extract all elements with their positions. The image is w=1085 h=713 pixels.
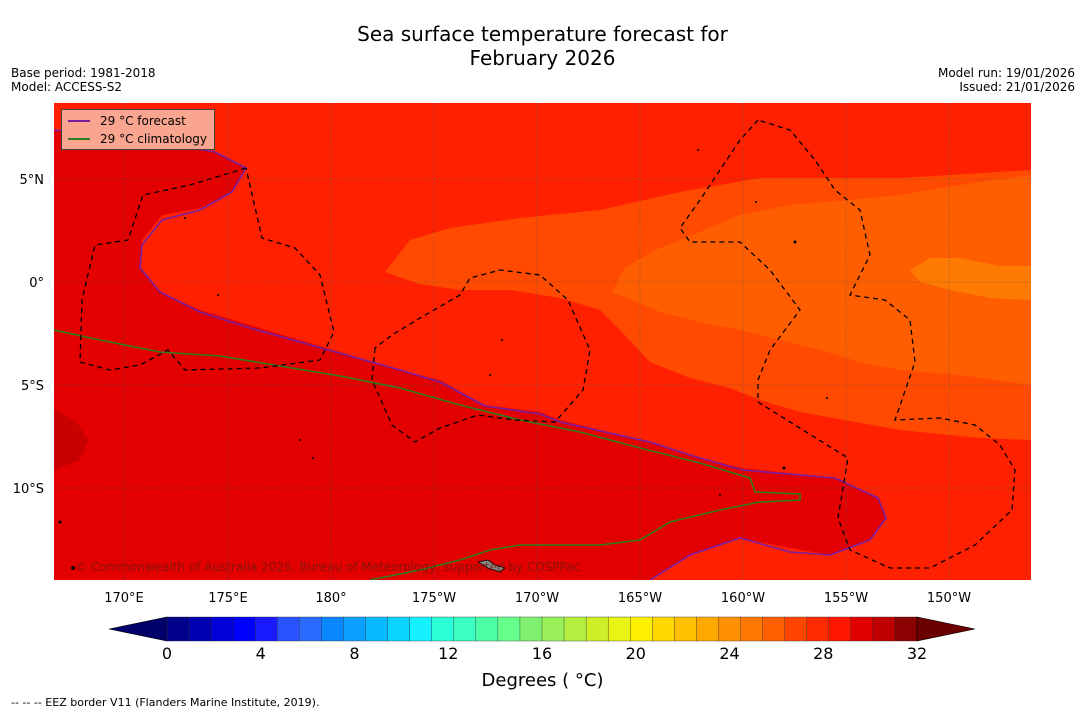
colorbar-segment [299,616,322,642]
colorbar-segment [541,616,565,642]
colorbar-segment [497,616,521,642]
legend-forecast-label: 29 °C forecast [100,114,186,128]
x-label-165w: 165°W [618,591,662,606]
x-label-170w: 170°W [515,591,559,606]
colorbar-segment [277,616,300,642]
meta-right: Model run: 19/01/2026 Issued: 21/01/2026 [938,66,1075,94]
colorbar-segment [607,616,631,642]
map-legend: 29 °C forecast 29 °C climatology [61,109,215,150]
x-label-155w: 155°W [824,591,868,606]
samoa-island [476,559,506,573]
colorbar-segment [387,616,411,642]
colorbar-segment [762,616,786,642]
x-label-175w: 175°W [412,591,456,606]
colorbar-segment [894,616,918,642]
colorbar [108,616,976,642]
title-line-2: February 2026 [469,46,616,70]
colorbar-segment [232,616,256,642]
model-run: Model run: 19/01/2026 [937,66,1075,80]
colorbar-over-arrow [916,616,976,642]
colorbar-tick-label: 28 [813,644,833,663]
y-label-10s: 10°S [13,482,44,497]
colorbar-ticks: 0 4 8 12 16 20 24 28 32 [162,644,927,663]
colorbar-tick-label: 4 [256,644,266,663]
colorbar-segment [563,616,587,642]
base-period: Base period: 1981-2018 [11,66,156,80]
colorbar-segment [630,616,653,642]
legend-climatology: 29 °C climatology [68,131,207,147]
sst-field-26 [910,258,1031,300]
model-name: Model: ACCESS-S2 [11,80,123,94]
copyright-text: © Commonwealth of Australia 2026, Bureau… [75,560,580,574]
legend-climatology-label: 29 °C climatology [100,132,208,146]
sst-hot-patch [54,410,88,470]
title-line-1: Sea surface temperature forecast for [357,22,728,46]
colorbar-segment [431,616,455,642]
colorbar-segment [806,616,830,642]
colorbar-segment [585,616,609,642]
legend-forecast: 29 °C forecast [68,113,186,129]
colorbar-segment [784,616,808,642]
sst-field-27 [612,175,1031,385]
islands [58,149,828,570]
x-axis: 170°E 175°E 180° 175°W 170°W 165°W 160°W… [104,591,971,606]
colorbar-segment [166,616,190,642]
x-label-175e: 175°E [208,591,248,606]
colorbar-under-arrow [108,616,168,642]
x-label-170e: 170°E [104,591,144,606]
colorbar-segment [828,616,852,642]
eez-footnote: -- -- -- EEZ border V11 (Flanders Marine… [11,696,320,709]
colorbar-segment [188,616,212,642]
x-label-180: 180° [315,591,346,606]
colorbar-segment [718,616,742,642]
colorbar-tick-label: 12 [438,644,458,663]
colorbar-title: Degrees ( °C) [481,670,604,691]
colorbar-segment [475,616,499,642]
colorbar-segment [674,616,697,642]
y-axis: 5°N 0° 5°S 10°S [13,173,44,497]
colorbar-segment [696,616,719,642]
x-label-150w: 150°W [927,591,971,606]
x-label-160w: 160°W [721,591,765,606]
colorbar-tick-label: 16 [532,644,552,663]
colorbar-segment [652,616,675,642]
forecast-29c-contour [54,129,887,580]
colorbar-segment [210,616,234,642]
colorbar-segment [740,616,764,642]
y-label-5n: 5°N [20,173,45,188]
legend-climatology-swatch [68,138,90,140]
colorbar-segment [872,616,896,642]
colorbar-segment [409,616,433,642]
colorbar-segment [453,616,477,642]
colorbar-segment [255,616,278,642]
eez-borders [79,119,1016,569]
colorbar-tick-label: 32 [907,644,927,663]
page-title: Sea surface temperature forecast for Feb… [0,22,1085,70]
colorbar-tick-label: 24 [719,644,739,663]
meta-left: Base period: 1981-2018 Model: ACCESS-S2 [11,66,156,94]
colorbar-tick-label: 0 [162,644,172,663]
legend-forecast-swatch [68,120,90,122]
colorbar-segment [343,616,367,642]
issued-date: Issued: 21/01/2026 [959,80,1075,94]
climatology-29c-contour [54,329,801,580]
y-label-0: 0° [29,276,44,291]
colorbar-tick-label: 20 [626,644,646,663]
gridlines [54,103,1031,580]
colorbar-segment [321,616,344,642]
colorbar-tick-label: 8 [349,644,359,663]
colorbar-segment [365,616,389,642]
y-label-5s: 5°S [21,379,44,394]
sst-warm-pool [54,103,886,580]
colorbar-segment [850,616,874,642]
colorbar-segment [519,616,543,642]
